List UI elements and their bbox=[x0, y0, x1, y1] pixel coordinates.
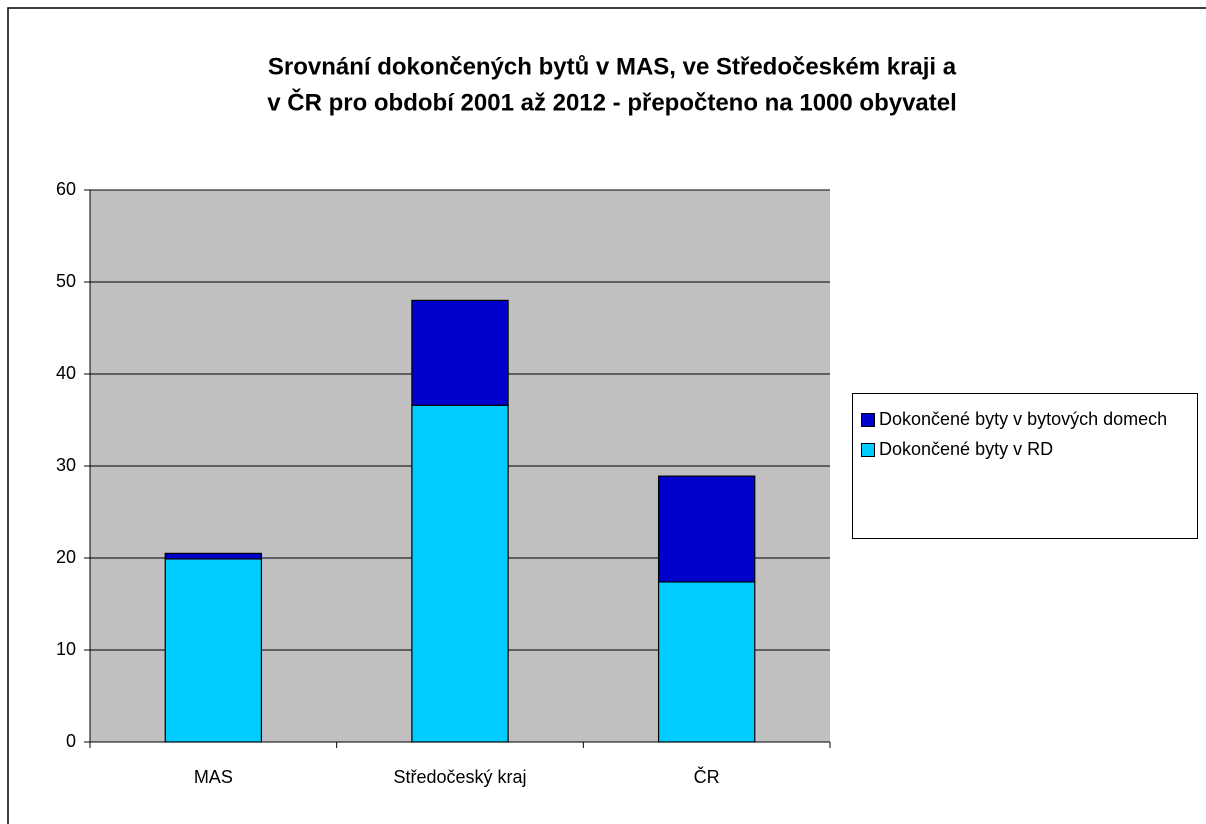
x-tick-label: ČR bbox=[694, 766, 720, 787]
y-tick-label: 0 bbox=[66, 731, 76, 751]
legend-item: Dokončené byty v bytových domech bbox=[861, 406, 1191, 432]
bar-segment bbox=[411, 299, 509, 406]
bar-segment bbox=[657, 581, 756, 743]
chart-title: v ČR pro období 2001 až 2012 - přepočten… bbox=[267, 88, 957, 116]
chart-title: Srovnání dokončených bytů v MAS, ve Stře… bbox=[268, 53, 957, 80]
bar-segment bbox=[411, 404, 509, 743]
x-tick-label: Středočeský kraj bbox=[393, 767, 526, 787]
y-tick-label: 50 bbox=[56, 271, 76, 291]
bar-segment bbox=[657, 475, 756, 583]
y-tick-label: 10 bbox=[56, 639, 76, 659]
legend: Dokončené byty v bytových domech Dokončen… bbox=[852, 393, 1198, 539]
bar-segment bbox=[164, 558, 263, 743]
legend-swatch bbox=[861, 413, 875, 427]
legend-swatch bbox=[861, 443, 875, 457]
bar-segment bbox=[164, 552, 263, 560]
x-tick-label: MAS bbox=[194, 767, 233, 787]
y-tick-label: 20 bbox=[56, 547, 76, 567]
y-tick-label: 40 bbox=[56, 363, 76, 383]
legend-item: Dokončené byty v RD bbox=[861, 436, 1191, 462]
legend-label: Dokončené byty v RD bbox=[879, 439, 1054, 459]
y-tick-label: 30 bbox=[56, 455, 76, 475]
y-tick-label: 60 bbox=[56, 179, 76, 199]
legend-label: Dokončené byty v bytových domech bbox=[879, 409, 1168, 429]
